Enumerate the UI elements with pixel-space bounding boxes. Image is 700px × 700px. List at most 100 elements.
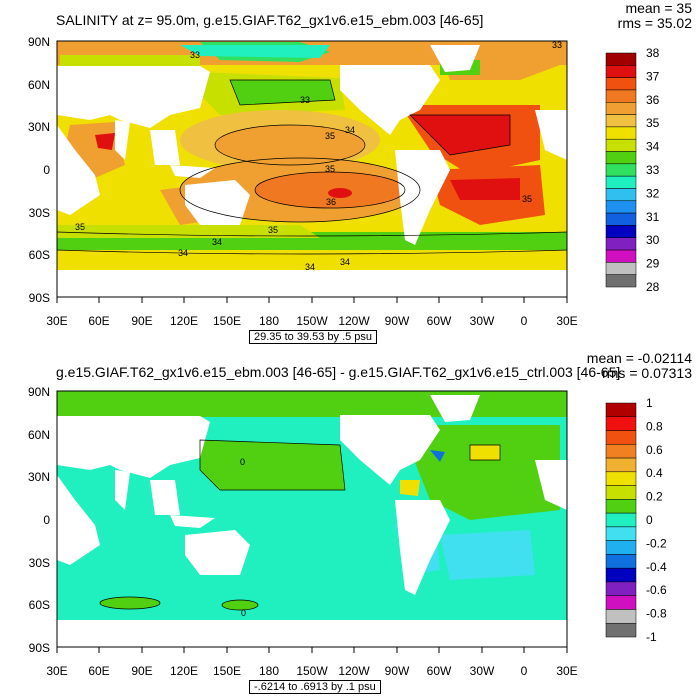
colorbar-swatch (605, 200, 637, 214)
svg-text:0: 0 (43, 513, 50, 527)
svg-text:35: 35 (268, 225, 278, 235)
colorbar-label: 33 (646, 163, 660, 177)
colorbar-swatch (605, 595, 637, 610)
svg-text:180: 180 (259, 314, 279, 328)
colorbar-swatch (605, 262, 637, 275)
colorbar-swatch (605, 102, 637, 115)
colorbar-swatch (605, 457, 637, 473)
colorbar-swatch (605, 554, 637, 569)
colorbar-swatch (605, 581, 637, 596)
colorbar-swatch (605, 609, 637, 624)
lat-label: 30S (29, 206, 50, 220)
svg-text:35: 35 (75, 222, 85, 232)
svg-text:36: 36 (326, 197, 336, 207)
svg-text:33: 33 (552, 40, 562, 50)
colorbar-label: 0.4 (646, 466, 663, 480)
colorbar-swatch (605, 485, 637, 500)
svg-text:90E: 90E (131, 314, 152, 328)
colorbar-swatch (605, 163, 637, 177)
svg-text:30W: 30W (470, 664, 495, 678)
panel2-range-label: -.6214 to .6913 by .1 psu (249, 680, 381, 694)
colorbar-label: 37 (646, 69, 660, 83)
colorbar-swatch (605, 138, 637, 152)
colorbar-swatch (605, 175, 637, 189)
panel2-title: g.e15.GIAF.T62_gx1v6.e15_ebm.003 [46-65]… (56, 364, 621, 380)
colorbar-swatch (605, 471, 637, 486)
colorbar-swatch (605, 249, 637, 263)
svg-text:90E: 90E (131, 664, 152, 678)
colorbar-label: 35 (646, 116, 660, 130)
svg-text:60N: 60N (28, 428, 50, 442)
svg-text:90W: 90W (385, 314, 410, 328)
svg-text:30E: 30E (556, 664, 577, 678)
svg-text:150W: 150W (296, 314, 328, 328)
svg-text:120E: 120E (170, 314, 198, 328)
svg-text:35: 35 (325, 164, 335, 174)
svg-text:0: 0 (521, 664, 528, 678)
svg-text:150E: 150E (213, 664, 241, 678)
svg-text:34: 34 (178, 248, 188, 258)
svg-text:90N: 90N (28, 385, 50, 399)
colorbar-label: 0.8 (646, 419, 663, 433)
svg-text:33: 33 (190, 50, 200, 60)
svg-text:35: 35 (325, 131, 335, 141)
panel1-range-label: 29.35 to 39.53 by .5 psu (249, 330, 378, 344)
colorbar-label: 1 (646, 396, 653, 410)
svg-text:60E: 60E (88, 314, 109, 328)
panel1-title: SALINITY at z= 95.0m, g.e15.GIAF.T62_gx1… (56, 12, 484, 28)
lat-label: 60S (29, 248, 50, 262)
svg-text:34: 34 (305, 262, 315, 272)
panel2-colorbar-labels: 1 0.8 0.6 0.4 0.2 0 -0.2 -0.4 -0.6 -0.8 -1 (646, 396, 667, 644)
colorbar-swatch (605, 126, 637, 140)
colorbar-label: 0.2 (646, 490, 663, 504)
lat-label: 60N (28, 78, 50, 92)
colorbar-swatch (605, 526, 637, 541)
colorbar-label: 34 (646, 140, 660, 154)
panel1-map (57, 41, 567, 297)
svg-text:180: 180 (259, 664, 279, 678)
panel1-colorbar-labels: 38 37 36 35 34 33 32 31 30 29 28 (646, 46, 660, 294)
lat-label: 90S (29, 291, 50, 305)
colorbar-swatch (605, 622, 637, 638)
colorbar-label: -0.6 (646, 583, 667, 597)
svg-text:120W: 120W (338, 664, 370, 678)
panel1-lon-labels: 30E 60E 90E 120E 150E 180 150W 120W 90W … (46, 314, 577, 328)
colorbar-label: -1 (646, 630, 657, 644)
colorbar-swatch (605, 274, 637, 288)
svg-text:60E: 60E (88, 664, 109, 678)
colorbar-swatch (605, 89, 637, 103)
colorbar-label: 32 (646, 186, 660, 200)
svg-text:30S: 30S (29, 556, 50, 570)
panel2-contour-labels: 0 0 (240, 457, 246, 618)
colorbar-label: 30 (646, 233, 660, 247)
colorbar-swatch (605, 114, 637, 128)
lat-label: 90N (28, 35, 50, 49)
svg-text:60W: 60W (427, 314, 452, 328)
svg-text:0: 0 (241, 608, 246, 618)
svg-text:30E: 30E (46, 664, 67, 678)
colorbar-swatch (605, 52, 637, 66)
svg-text:90W: 90W (385, 664, 410, 678)
svg-text:60S: 60S (29, 598, 50, 612)
colorbar-swatch (605, 512, 637, 528)
lat-label: 30N (28, 120, 50, 134)
svg-text:34: 34 (212, 237, 222, 247)
colorbar-label: 28 (646, 280, 660, 294)
colorbar-label: 31 (646, 210, 660, 224)
panel2-lon-labels: 30E 60E 90E 120E 150E 180 150W 120W 90W … (46, 664, 577, 678)
colorbar-swatch (605, 212, 637, 226)
svg-text:90S: 90S (29, 641, 50, 655)
panel2-mean: mean = -0.02114 (586, 350, 692, 366)
svg-text:60W: 60W (427, 664, 452, 678)
panel1-mean: mean = 35 (625, 0, 692, 16)
svg-text:30E: 30E (46, 314, 67, 328)
svg-text:0: 0 (240, 457, 245, 467)
panel2-colorbar (605, 402, 637, 638)
panel2-lat-labels: 90N 60N 30N 0 30S 60S 90S (28, 385, 50, 655)
svg-text:30N: 30N (28, 470, 50, 484)
colorbar-swatch (605, 151, 637, 165)
colorbar-label: -0.8 (646, 607, 667, 621)
colorbar-label: 38 (646, 46, 660, 60)
colorbar-label: 0 (646, 513, 653, 527)
